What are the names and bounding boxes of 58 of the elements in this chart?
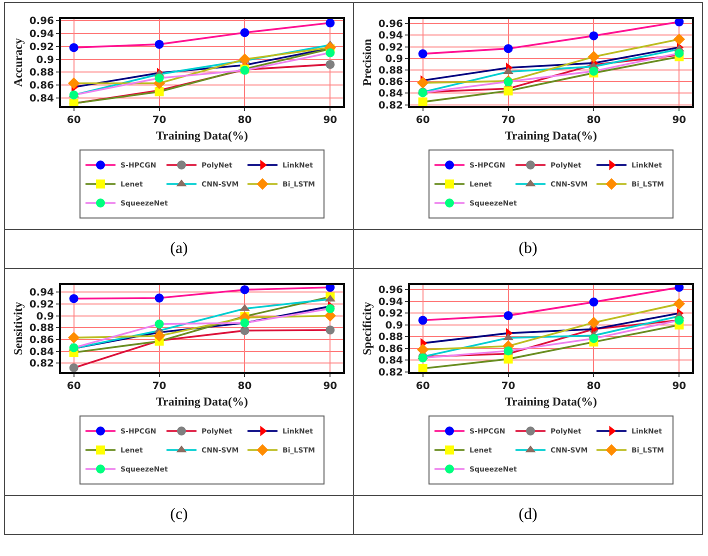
y-tick-label: 0.88 [29, 68, 54, 79]
y-tick-label: 0.96 [29, 16, 54, 27]
y-tick-label: 0.88 [378, 332, 404, 344]
y-tick-label: 0.9 [36, 311, 54, 322]
x-tick-label: 80 [586, 115, 601, 126]
x-axis-title: Training Data(%) [156, 128, 248, 142]
text: (c) [5, 495, 353, 534]
x-tick-label: 60 [416, 381, 430, 392]
x-tick-label: 80 [586, 381, 601, 392]
text: (a) [5, 229, 353, 268]
y-axis-title: Specificity [360, 302, 374, 356]
x-axis-title: Training Data(%) [156, 394, 248, 408]
y-tick-label: 0.96 [378, 19, 404, 30]
y-tick-label: 0.82 [378, 368, 404, 378]
y-tick-label: 0.92 [378, 308, 404, 320]
x-tick-label: 80 [238, 381, 252, 392]
y-tick-label: 0.88 [29, 323, 54, 334]
x-tick-label: 80 [238, 115, 252, 126]
text: (b) [354, 229, 702, 268]
x-axis-title: Training Data(%) [504, 394, 598, 408]
y-tick-label: 0.82 [378, 100, 404, 112]
y-tick-label: 0.86 [378, 344, 404, 355]
y-axis-title: Precision [360, 38, 374, 86]
y-tick-label: 0.86 [29, 80, 54, 92]
x-tick-label: 70 [152, 115, 166, 126]
x-tick-label: 90 [323, 115, 338, 126]
y-tick-label: 0.9 [385, 320, 404, 332]
x-tick-label: 90 [672, 381, 686, 392]
y-tick-label: 0.84 [378, 88, 404, 100]
y-tick-label: 0.9 [36, 54, 54, 66]
y-tick-label: 0.9 [385, 54, 404, 65]
x-tick-label: 90 [672, 115, 686, 126]
x-tick-label: 70 [152, 381, 166, 392]
y-tick-label: 0.92 [29, 299, 54, 310]
x-tick-label: 70 [501, 381, 516, 392]
y-tick-label: 0.84 [378, 356, 404, 367]
y-tick-label: 0.94 [29, 288, 54, 299]
text: (d) [354, 495, 702, 534]
y-axis-title: Accuracy [11, 38, 26, 87]
y-tick-label: 0.94 [378, 30, 404, 42]
y-axis-title: Sensitivity [11, 302, 26, 356]
x-tick-label: 60 [416, 115, 430, 126]
x-tick-label: 60 [66, 381, 81, 392]
y-tick-label: 0.94 [29, 28, 54, 40]
y-tick-label: 0.86 [378, 77, 404, 88]
x-axis-title: Training Data(%) [504, 128, 598, 142]
y-tick-label: 0.88 [378, 66, 404, 77]
x-tick-label: 70 [501, 115, 516, 126]
y-tick-label: 0.82 [29, 358, 54, 370]
y-tick-label: 0.96 [378, 285, 404, 296]
y-tick-label: 0.92 [29, 42, 54, 53]
y-tick-label: 0.84 [29, 94, 54, 105]
x-tick-label: 90 [323, 381, 338, 392]
y-tick-label: 0.94 [378, 296, 404, 308]
y-tick-label: 0.92 [378, 42, 404, 54]
y-tick-label: 0.86 [29, 334, 54, 346]
y-tick-label: 0.84 [29, 346, 54, 358]
x-tick-label: 60 [66, 115, 81, 126]
